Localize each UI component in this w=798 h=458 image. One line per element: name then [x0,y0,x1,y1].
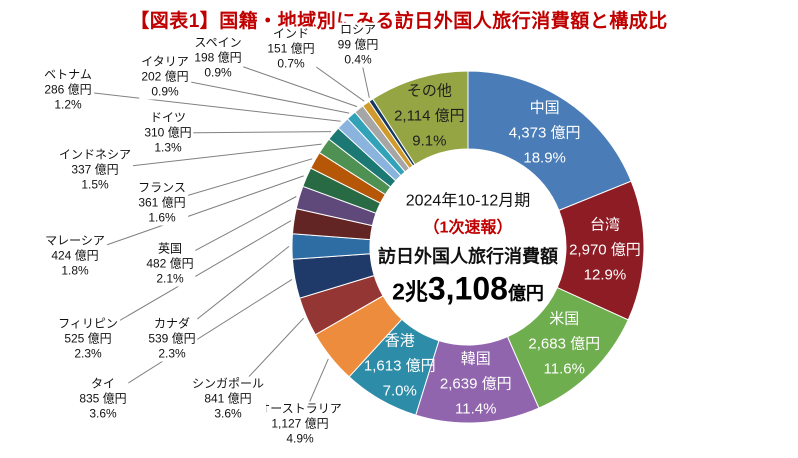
center-label: 訪日外国人旅行消費額 [378,246,558,267]
leader-line [357,44,370,98]
chart-title: 【図表1】国籍・地域別にみる訪日外国人旅行消費額と構成比 [130,11,668,32]
leader-line [227,317,305,400]
pie-slice-21 [372,70,469,166]
center-total-suffix: 億円 [507,283,544,304]
center-note: （1次速報） [423,219,513,237]
leader-line [167,131,332,134]
leader-line [217,57,358,108]
center-total-main: 3,108 [427,270,508,307]
leader-line [74,175,304,257]
leader-line [102,278,293,400]
leader-line [290,48,365,102]
donut-center-annotation: 2024年10-12月期 （1次速報） 訪日外国人旅行消費額 2兆3,108億円 [378,187,558,308]
center-total-prefix: 2兆 [392,278,428,305]
leader-line [67,89,341,122]
leader-line [299,358,329,425]
center-period: 2024年10-12月期 [405,192,531,210]
leader-line [164,76,350,114]
center-total: 2兆3,108億円 [378,271,558,308]
leader-line [87,220,292,340]
